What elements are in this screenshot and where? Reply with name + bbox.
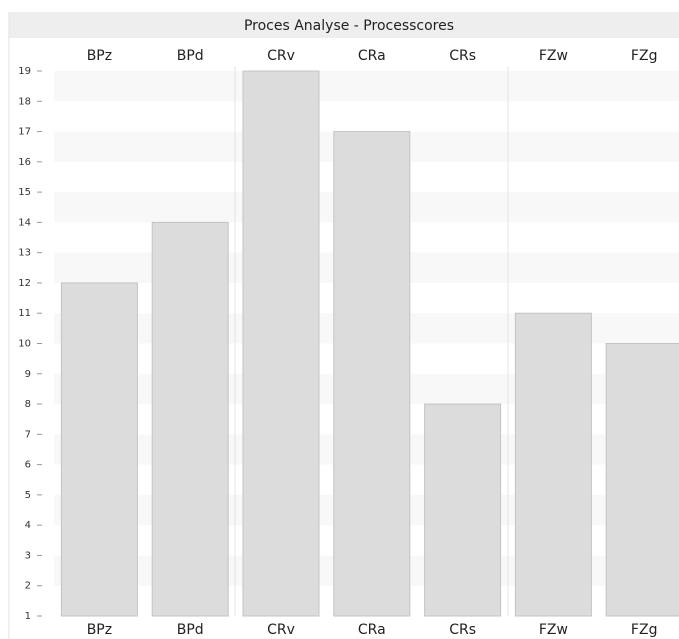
y-tick-label: 18 xyxy=(18,96,31,107)
y-tick-label: 3 xyxy=(25,550,31,561)
bar xyxy=(60,282,138,617)
chart-title: Proces Analyse - Processcores xyxy=(244,18,454,34)
y-tick-label: 9 xyxy=(25,369,31,380)
y-tick-label: 5 xyxy=(25,490,31,501)
bar xyxy=(242,70,320,617)
y-tick-label: 8 xyxy=(25,399,31,410)
y-tick-label: 2 xyxy=(25,581,31,592)
y-tick-label: 17 xyxy=(18,127,31,138)
bar xyxy=(424,403,502,617)
y-tick-label: 12 xyxy=(18,278,31,289)
title-band xyxy=(9,12,679,38)
y-tick-label: 14 xyxy=(18,217,31,228)
x-tick-label-bottom: CRv xyxy=(267,622,295,638)
x-tick-label-bottom: BPz xyxy=(87,622,112,638)
x-tick-label-bottom: FZw xyxy=(539,622,568,638)
y-tick-label: 16 xyxy=(18,157,31,168)
x-tick-label-bottom: BPd xyxy=(177,622,204,638)
x-tick-label-top: CRs xyxy=(449,48,476,64)
x-tick-label-top: CRv xyxy=(267,48,295,64)
y-tick-label: 4 xyxy=(25,520,31,531)
bar xyxy=(605,343,679,617)
stripe xyxy=(54,71,679,102)
x-tick-label-top: BPd xyxy=(177,48,204,64)
x-tick-label-bottom: FZg xyxy=(631,622,658,638)
x-tick-label-top: FZw xyxy=(539,48,568,64)
x-tick-label-top: CRa xyxy=(358,48,386,64)
x-tick-label-bottom: CRs xyxy=(449,622,476,638)
bar xyxy=(333,131,411,617)
x-tick-label-bottom: CRa xyxy=(358,622,386,638)
x-tick-label-top: BPz xyxy=(87,48,112,64)
bar xyxy=(151,221,229,617)
y-tick-label: 7 xyxy=(25,429,31,440)
bar xyxy=(514,312,592,617)
x-tick-label-top: FZg xyxy=(631,48,658,64)
y-tick-label: 13 xyxy=(18,248,31,259)
y-tick-label: 11 xyxy=(18,308,31,319)
y-tick-label: 10 xyxy=(18,339,31,350)
y-tick-label: 19 xyxy=(18,66,31,77)
y-tick-label: 15 xyxy=(18,187,31,198)
y-tick-label: 1 xyxy=(25,611,31,622)
y-tick-label: 6 xyxy=(25,460,31,471)
